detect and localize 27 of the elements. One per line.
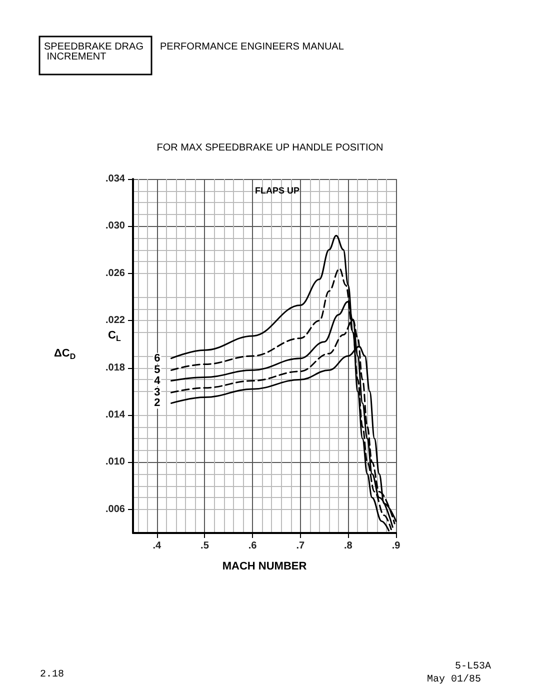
- y-tick-label: .014: [106, 410, 126, 420]
- annotation: FLAPS UP: [255, 186, 300, 196]
- x-tick-label: .7: [296, 540, 305, 552]
- series-label: 2: [154, 397, 160, 410]
- x-tick-label: .6: [248, 540, 258, 552]
- text: May 01/85: [427, 674, 482, 686]
- x-tick-label: .5: [200, 540, 210, 552]
- x-axis-title: MACH NUMBER: [222, 560, 307, 572]
- text: 5-L53A: [455, 662, 492, 672]
- x-tick-label: .9: [392, 540, 401, 552]
- series-label: 3: [154, 386, 160, 399]
- series-label: 5: [154, 364, 160, 376]
- text: 2.18: [40, 670, 64, 680]
- series-label: 6: [154, 352, 160, 364]
- y-tick-label: .022: [106, 315, 126, 326]
- series-label: 4: [154, 374, 162, 387]
- text: SPEEDBRAKE DRAG INCREMENT: [44, 42, 144, 62]
- x-tick-label: .4: [152, 540, 162, 552]
- text: PERFORMANCE ENGINEERS MANUAL: [160, 42, 344, 52]
- chart-title: FOR MAX SPEEDBRAKE UP HANDLE POSITION: [156, 142, 384, 154]
- y-tick-label: .006: [106, 504, 126, 515]
- y-tick-label: .030: [106, 220, 126, 232]
- y-tick-label: .010: [106, 456, 126, 468]
- x-tick-label: .8: [344, 540, 353, 552]
- y-tick-label: .026: [106, 268, 126, 279]
- y-tick-label: .018: [106, 362, 126, 374]
- y-tick-label: .034: [106, 174, 126, 184]
